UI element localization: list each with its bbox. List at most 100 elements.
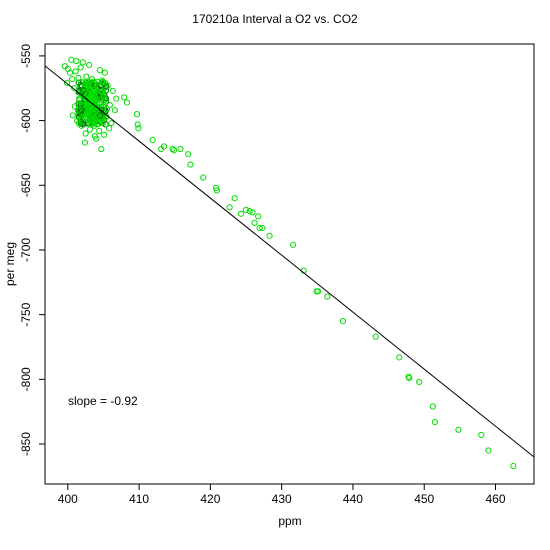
data-point bbox=[91, 108, 98, 115]
data-point bbox=[78, 122, 85, 129]
data-point bbox=[242, 206, 250, 213]
data-point bbox=[251, 219, 258, 226]
data-point bbox=[101, 69, 108, 76]
data-point bbox=[83, 73, 90, 80]
data-point bbox=[100, 91, 107, 98]
data-point bbox=[170, 147, 178, 154]
data-point bbox=[72, 68, 79, 75]
data-point bbox=[314, 288, 322, 295]
data-point bbox=[97, 112, 104, 119]
y-tick-label: -600 bbox=[19, 108, 33, 132]
data-point bbox=[90, 86, 97, 93]
data-point bbox=[74, 107, 81, 114]
data-point bbox=[416, 378, 423, 386]
data-point bbox=[73, 57, 80, 65]
data-point bbox=[212, 184, 220, 191]
data-point bbox=[177, 145, 184, 153]
data-point bbox=[149, 136, 156, 144]
data-point bbox=[123, 99, 131, 106]
y-tick-label: -550 bbox=[19, 44, 33, 68]
data-point bbox=[93, 78, 101, 85]
data-point bbox=[69, 112, 76, 119]
data-point bbox=[86, 126, 94, 133]
data-point bbox=[485, 447, 492, 454]
data-point bbox=[478, 431, 485, 439]
y-axis-label: per meg bbox=[3, 242, 17, 286]
data-point bbox=[68, 76, 76, 83]
x-tick-label: 450 bbox=[414, 492, 434, 506]
data-point bbox=[104, 82, 111, 89]
data-point bbox=[85, 81, 92, 88]
x-axis-label: ppm bbox=[278, 514, 301, 528]
data-point bbox=[61, 63, 69, 70]
data-point bbox=[133, 111, 141, 118]
data-point bbox=[339, 318, 347, 325]
data-point bbox=[71, 103, 79, 110]
data-point bbox=[135, 125, 142, 132]
data-point bbox=[200, 174, 207, 181]
data-point bbox=[79, 59, 86, 66]
data-point bbox=[324, 293, 331, 300]
data-point bbox=[83, 96, 90, 103]
data-point bbox=[249, 209, 256, 216]
data-point bbox=[84, 81, 91, 89]
data-point bbox=[63, 79, 71, 87]
data-point bbox=[94, 112, 101, 119]
data-point bbox=[113, 95, 120, 102]
data-point bbox=[91, 122, 98, 129]
data-point bbox=[95, 104, 102, 111]
data-point bbox=[99, 118, 106, 125]
data-point bbox=[77, 64, 84, 71]
x-tick-label: 430 bbox=[272, 492, 292, 506]
data-point bbox=[83, 109, 91, 116]
data-point bbox=[111, 107, 118, 114]
y-tick-label: -800 bbox=[19, 367, 33, 391]
data-point bbox=[81, 139, 89, 146]
data-point bbox=[289, 241, 297, 248]
data-point bbox=[93, 135, 100, 142]
data-point bbox=[109, 87, 116, 94]
data-point bbox=[82, 130, 89, 137]
x-tick-label: 460 bbox=[485, 492, 505, 506]
data-point bbox=[185, 151, 192, 158]
data-point bbox=[455, 426, 462, 433]
data-point bbox=[231, 195, 238, 202]
data-point bbox=[66, 69, 74, 76]
data-point bbox=[510, 462, 517, 470]
chart-title: 170210a Interval a O2 vs. CO2 bbox=[192, 12, 358, 26]
data-point bbox=[86, 61, 93, 69]
data-point bbox=[213, 187, 220, 194]
y-tick-label: -850 bbox=[19, 432, 33, 456]
data-point bbox=[372, 333, 379, 340]
data-point bbox=[266, 232, 273, 239]
data-point bbox=[106, 125, 113, 132]
data-point bbox=[78, 101, 86, 109]
data-point bbox=[86, 103, 93, 110]
data-point bbox=[68, 56, 75, 63]
x-tick-label: 400 bbox=[58, 492, 78, 506]
data-point bbox=[106, 101, 113, 109]
fit-line bbox=[44, 65, 535, 458]
data-point bbox=[71, 85, 78, 92]
data-point bbox=[76, 95, 83, 102]
data-point bbox=[431, 418, 439, 426]
data-point bbox=[75, 74, 82, 81]
y-tick-label: -750 bbox=[19, 302, 33, 326]
data-point bbox=[259, 224, 266, 232]
data-point bbox=[134, 121, 141, 128]
x-tick-label: 420 bbox=[200, 492, 220, 506]
data-point bbox=[169, 145, 176, 153]
data-point bbox=[256, 224, 263, 232]
y-tick-label: -650 bbox=[19, 173, 33, 197]
x-tick-label: 410 bbox=[129, 492, 149, 506]
data-point bbox=[88, 76, 96, 83]
data-point bbox=[101, 131, 108, 138]
data-point bbox=[226, 204, 233, 211]
data-point bbox=[187, 161, 194, 168]
data-point bbox=[255, 213, 262, 220]
data-point bbox=[81, 85, 88, 92]
data-point bbox=[103, 105, 111, 113]
data-point bbox=[79, 113, 86, 120]
data-point bbox=[406, 374, 413, 382]
